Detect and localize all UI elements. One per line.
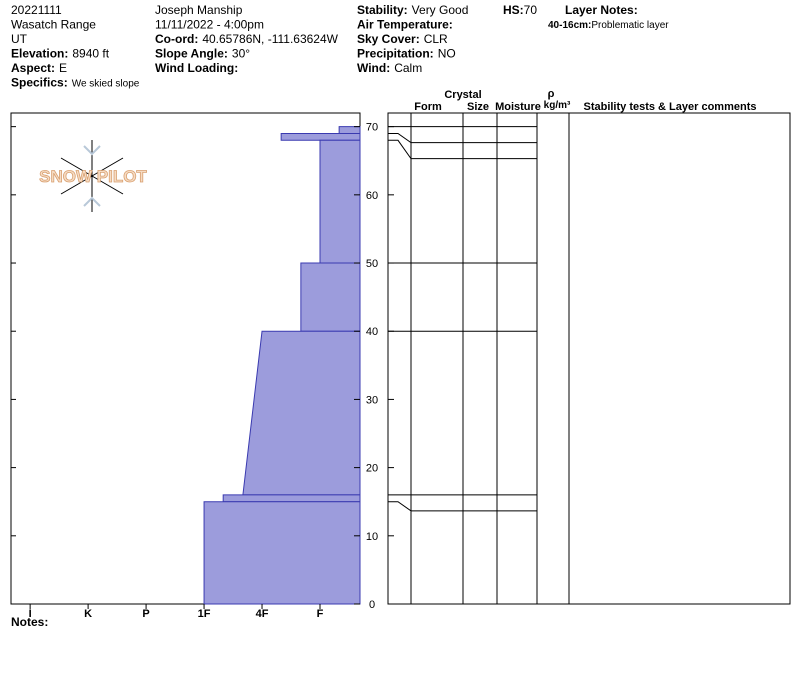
x-tick-label: P [142, 608, 149, 620]
field-label: Co-ord: [155, 32, 198, 46]
table-header: ρ [548, 88, 555, 100]
field-value: Wasatch Range [11, 18, 96, 32]
table-header: Size [467, 101, 489, 113]
header-field: Precipitation: NO [357, 47, 456, 61]
field-value: Calm [394, 61, 422, 75]
field-label: Aspect: [11, 61, 55, 75]
field-value: CLR [424, 32, 448, 46]
field-label: Slope Angle: [155, 47, 228, 61]
layer-boundary [388, 132, 537, 144]
layer [222, 494, 361, 503]
header-field: UT [11, 32, 28, 46]
field-label: Precipitation: [357, 47, 434, 61]
header-field: Co-ord: 40.65786N, -111.63624W [155, 32, 339, 46]
hs: HS:70 [503, 3, 537, 17]
layer [300, 262, 361, 332]
y-tick-label: 70 [366, 122, 378, 134]
layer [319, 139, 361, 264]
x-tick-label: F [317, 608, 324, 620]
layer [203, 501, 361, 605]
header-field: Specifics: We skied slope [11, 76, 140, 90]
header-field: 11/11/2022 - 4:00pm [155, 18, 264, 32]
table-header: Stability tests & Layer comments [583, 101, 756, 113]
field-value: We skied slope [72, 79, 140, 90]
table-header: kg/m³ [544, 100, 571, 111]
x-tick-label: 4F [256, 608, 269, 620]
table-header: Form [414, 101, 442, 113]
header-field: Wasatch Range [11, 18, 96, 32]
note-value: Problematic layer [591, 20, 669, 31]
layer-table-frame [387, 112, 791, 605]
x-tick-label: K [84, 608, 92, 620]
layer-boundary [388, 501, 537, 512]
layer [338, 126, 361, 134]
field-value: E [59, 61, 67, 75]
note-label: 40-16cm: [548, 20, 591, 31]
y-tick-label: 20 [366, 463, 378, 475]
field-value: 11/11/2022 - 4:00pm [155, 18, 264, 32]
field-value: 8940 ft [72, 47, 109, 61]
header-field: Air Temperature: [357, 18, 453, 32]
table-header: Moisture [495, 101, 541, 113]
header-field: Joseph Manship [155, 3, 243, 17]
snowflake-logo [60, 140, 124, 212]
field-value: 20221111 [11, 3, 62, 17]
layer [280, 132, 361, 141]
header-field: Slope Angle: 30° [155, 47, 250, 61]
notes-label: Notes: [11, 615, 48, 629]
layer-boundary [388, 139, 537, 160]
header-field: Wind: Calm [357, 61, 422, 75]
field-value: NO [438, 47, 456, 61]
header-field: Sky Cover: CLR [357, 32, 448, 46]
x-tick-label: 1F [198, 608, 211, 620]
y-tick-label: 50 [366, 258, 378, 270]
header-field: Aspect: E [11, 61, 67, 75]
layer [242, 330, 361, 496]
field-value: Very Good [412, 3, 469, 17]
table-header: Crystal [444, 89, 481, 101]
hs-value: 70 [524, 3, 538, 17]
field-value: 40.65786N, -111.63624W [202, 32, 338, 46]
header-field: Stability: Very Good [357, 3, 468, 17]
field-label: Sky Cover: [357, 32, 420, 46]
field-label: Air Temperature: [357, 18, 453, 32]
layer-note: 40-16cm:Problematic layer [548, 20, 669, 31]
field-label: Elevation: [11, 47, 68, 61]
x-tick-label: I [29, 608, 32, 620]
header-field: Wind Loading: [155, 61, 238, 75]
field-label: Wind: [357, 61, 390, 75]
y-tick-label: 0 [369, 599, 375, 611]
field-label: Stability: [357, 3, 408, 17]
y-tick-label: 40 [366, 326, 378, 338]
logo-text: SNOW PILOT [39, 167, 147, 186]
header-field: 20221111 [11, 3, 62, 17]
field-label: Wind Loading: [155, 61, 238, 75]
layer-notes-title: Layer Notes: [565, 3, 638, 17]
y-tick-label: 30 [366, 394, 378, 406]
y-tick-label: 60 [366, 190, 378, 202]
field-value: Joseph Manship [155, 3, 243, 17]
hs-label: HS: [503, 3, 524, 17]
field-label: Specifics: [11, 76, 68, 90]
field-value: 30° [232, 47, 250, 61]
field-value: UT [11, 32, 28, 46]
header-field: Elevation: 8940 ft [11, 47, 110, 61]
y-tick-label: 10 [366, 531, 378, 543]
